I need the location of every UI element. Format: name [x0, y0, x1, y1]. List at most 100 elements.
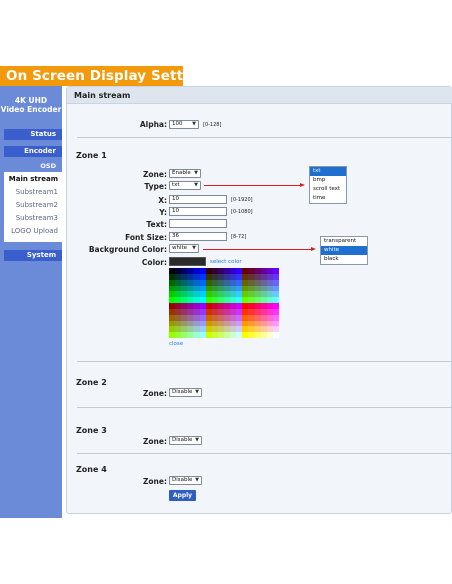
palette-cell[interactable] — [175, 326, 182, 333]
type-option-bmp[interactable]: bmp — [313, 177, 326, 183]
palette-cell[interactable] — [193, 326, 200, 333]
palette-cell[interactable] — [181, 297, 188, 303]
palette-cell[interactable] — [260, 332, 267, 338]
palette-cell[interactable] — [266, 268, 273, 274]
bg-option-transparent[interactable]: transparent — [324, 238, 357, 244]
palette-cell[interactable] — [217, 268, 224, 274]
palette-cell[interactable] — [242, 273, 249, 280]
zone1-fontsize-input[interactable]: 36 — [169, 232, 227, 241]
palette-cell[interactable] — [217, 285, 224, 292]
palette-cell[interactable] — [193, 279, 200, 286]
palette-cell[interactable] — [193, 320, 200, 327]
palette-cell[interactable] — [260, 285, 267, 292]
palette-cell[interactable] — [205, 279, 212, 286]
palette-cell[interactable] — [175, 291, 182, 298]
palette-cell[interactable] — [199, 279, 206, 286]
palette-cell[interactable] — [205, 326, 212, 333]
palette-cell[interactable] — [199, 297, 206, 303]
palette-cell[interactable] — [199, 268, 206, 274]
palette-cell[interactable] — [224, 332, 231, 338]
palette-cell[interactable] — [187, 320, 194, 327]
palette-cell[interactable] — [236, 273, 243, 280]
palette-cell[interactable] — [199, 308, 206, 315]
palette-cell[interactable] — [175, 332, 182, 338]
palette-cell[interactable] — [169, 285, 176, 292]
palette-cell[interactable] — [224, 285, 231, 292]
palette-cell[interactable] — [169, 279, 176, 286]
palette-cell[interactable] — [236, 326, 243, 333]
palette-cell[interactable] — [224, 303, 231, 309]
palette-cell[interactable] — [193, 332, 200, 338]
palette-cell[interactable] — [248, 326, 255, 333]
palette-cell[interactable] — [187, 285, 194, 292]
zone1-type-select[interactable]: txt ▼ — [169, 181, 201, 190]
palette-cell[interactable] — [187, 332, 194, 338]
palette-cell[interactable] — [224, 273, 231, 280]
palette-cell[interactable] — [181, 279, 188, 286]
palette-cell[interactable] — [187, 314, 194, 321]
palette-cell[interactable] — [217, 332, 224, 338]
palette-cell[interactable] — [230, 303, 237, 309]
palette-cell[interactable] — [175, 303, 182, 309]
palette-cell[interactable] — [211, 326, 218, 333]
palette-cell[interactable] — [230, 285, 237, 292]
palette-cell[interactable] — [248, 268, 255, 274]
palette-cell[interactable] — [199, 291, 206, 298]
palette-cell[interactable] — [230, 320, 237, 327]
palette-cell[interactable] — [169, 320, 176, 327]
palette-cell[interactable] — [175, 320, 182, 327]
palette-cell[interactable] — [254, 291, 261, 298]
palette-cell[interactable] — [193, 291, 200, 298]
type-option-scroll-text[interactable]: scroll text — [313, 186, 341, 192]
zone1-zone-select[interactable]: Enable ▼ — [169, 169, 201, 178]
palette-cell[interactable] — [254, 303, 261, 309]
zone2-zone-select[interactable]: Disable ▼ — [169, 388, 202, 397]
palette-cell[interactable] — [236, 285, 243, 292]
sidebar-item-main-stream[interactable]: Main stream — [8, 175, 58, 183]
palette-cell[interactable] — [199, 332, 206, 338]
palette-cell[interactable] — [211, 303, 218, 309]
palette-cell[interactable] — [266, 273, 273, 280]
palette-cell[interactable] — [181, 314, 188, 321]
palette-cell[interactable] — [242, 326, 249, 333]
palette-cell[interactable] — [205, 320, 212, 327]
palette-cell[interactable] — [272, 273, 279, 280]
palette-cell[interactable] — [175, 268, 182, 274]
palette-cell[interactable] — [254, 332, 261, 338]
palette-cell[interactable] — [199, 303, 206, 309]
palette-cell[interactable] — [217, 308, 224, 315]
palette-cell[interactable] — [211, 332, 218, 338]
palette-cell[interactable] — [266, 279, 273, 286]
palette-cell[interactable] — [260, 279, 267, 286]
apply-button[interactable]: Apply — [169, 490, 196, 501]
palette-cell[interactable] — [217, 273, 224, 280]
palette-cell[interactable] — [242, 332, 249, 338]
palette-cell[interactable] — [254, 273, 261, 280]
palette-cell[interactable] — [175, 297, 182, 303]
palette-cell[interactable] — [169, 273, 176, 280]
bg-option-black[interactable]: black — [324, 256, 339, 262]
palette-cell[interactable] — [242, 285, 249, 292]
palette-cell[interactable] — [224, 291, 231, 298]
palette-cell[interactable] — [205, 303, 212, 309]
sidebar-item-substream2[interactable]: Substream2 — [15, 201, 58, 209]
palette-cell[interactable] — [193, 285, 200, 292]
palette-cell[interactable] — [266, 332, 273, 338]
zone1-bgcolor-select[interactable]: white ▼ — [169, 244, 199, 253]
palette-cell[interactable] — [230, 332, 237, 338]
palette-cell[interactable] — [187, 326, 194, 333]
palette-cell[interactable] — [199, 273, 206, 280]
palette-cell[interactable] — [211, 297, 218, 303]
palette-cell[interactable] — [236, 314, 243, 321]
palette-cell[interactable] — [248, 314, 255, 321]
palette-cell[interactable] — [205, 291, 212, 298]
palette-cell[interactable] — [193, 268, 200, 274]
palette-cell[interactable] — [230, 291, 237, 298]
palette-cell[interactable] — [193, 303, 200, 309]
palette-cell[interactable] — [248, 279, 255, 286]
palette-cell[interactable] — [169, 291, 176, 298]
palette-cell[interactable] — [181, 303, 188, 309]
palette-cell[interactable] — [211, 285, 218, 292]
palette-cell[interactable] — [254, 279, 261, 286]
palette-cell[interactable] — [230, 268, 237, 274]
